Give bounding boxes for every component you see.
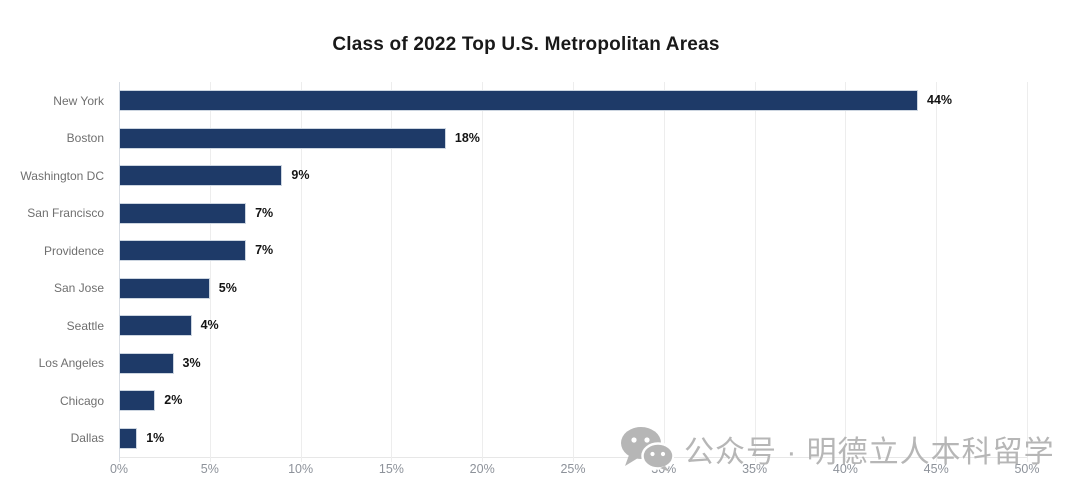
y-tick-label: Boston xyxy=(66,131,104,146)
gridline xyxy=(391,82,393,462)
x-tick-label: 45% xyxy=(923,462,949,476)
value-label: 2% xyxy=(164,393,183,408)
y-tick-label: Seattle xyxy=(66,318,104,333)
x-tick-label: 30% xyxy=(651,462,677,476)
y-tick-label: Providence xyxy=(43,243,104,258)
value-label: 7% xyxy=(255,205,274,220)
gridline xyxy=(573,82,574,462)
bar-san-jose xyxy=(119,277,210,299)
value-label: 4% xyxy=(200,318,219,333)
x-tick-label: 40% xyxy=(832,462,858,476)
y-axis-line xyxy=(119,82,120,462)
x-tick-label: 15% xyxy=(378,462,404,476)
plot-area: 44% 18% 9% 7% 7% 5% 4% 3% 2% 1% xyxy=(119,82,1028,462)
gridline xyxy=(663,82,665,462)
x-tick-label: 35% xyxy=(742,462,768,476)
y-tick-label: San Jose xyxy=(53,281,104,296)
x-tick-label: 50% xyxy=(1014,462,1040,476)
chart-title: Class of 2022 Top U.S. Metropolitan Area… xyxy=(332,34,720,55)
value-label: 5% xyxy=(218,280,237,295)
bar-seattle xyxy=(119,315,192,337)
value-label: 1% xyxy=(146,430,165,445)
value-label: 3% xyxy=(182,355,201,370)
bar-chicago xyxy=(119,390,156,412)
y-tick-label: New York xyxy=(53,93,104,108)
gridline xyxy=(845,82,847,462)
gridline xyxy=(482,82,484,462)
x-tick-label: 0% xyxy=(109,462,129,476)
x-axis-labels: 0% 5% 10% 15% 20% 25% 30% 35% 40% 45% 50% xyxy=(0,462,1080,482)
value-label: 9% xyxy=(291,168,310,183)
bar-new-york xyxy=(119,90,918,112)
bar-dallas xyxy=(119,427,138,449)
bar-washington-dc xyxy=(119,165,283,187)
gridline xyxy=(300,82,302,462)
bar-san-francisco xyxy=(119,202,247,224)
y-tick-label: Dallas xyxy=(70,431,104,446)
gridline xyxy=(936,82,938,462)
value-label: 18% xyxy=(454,130,480,145)
x-tick-label: 5% xyxy=(200,462,219,476)
bar-los-angeles xyxy=(119,352,174,374)
y-tick-label: Los Angeles xyxy=(38,356,104,371)
gridline xyxy=(754,82,756,462)
y-tick-label: Washington DC xyxy=(20,168,104,183)
value-label: 44% xyxy=(927,93,953,108)
x-tick-label: 20% xyxy=(469,462,495,476)
bar-providence xyxy=(119,240,247,262)
y-tick-label: Chicago xyxy=(59,393,104,408)
x-tick-label: 10% xyxy=(288,462,314,476)
y-axis-labels: New York Boston Washington DC San Francisco… xyxy=(0,82,104,457)
y-tick-label: San Francisco xyxy=(27,206,104,221)
gridline xyxy=(1027,82,1028,462)
x-tick-label: 25% xyxy=(560,462,586,476)
gridline xyxy=(209,82,211,462)
value-label: 7% xyxy=(255,243,274,258)
bar-boston xyxy=(119,127,446,149)
